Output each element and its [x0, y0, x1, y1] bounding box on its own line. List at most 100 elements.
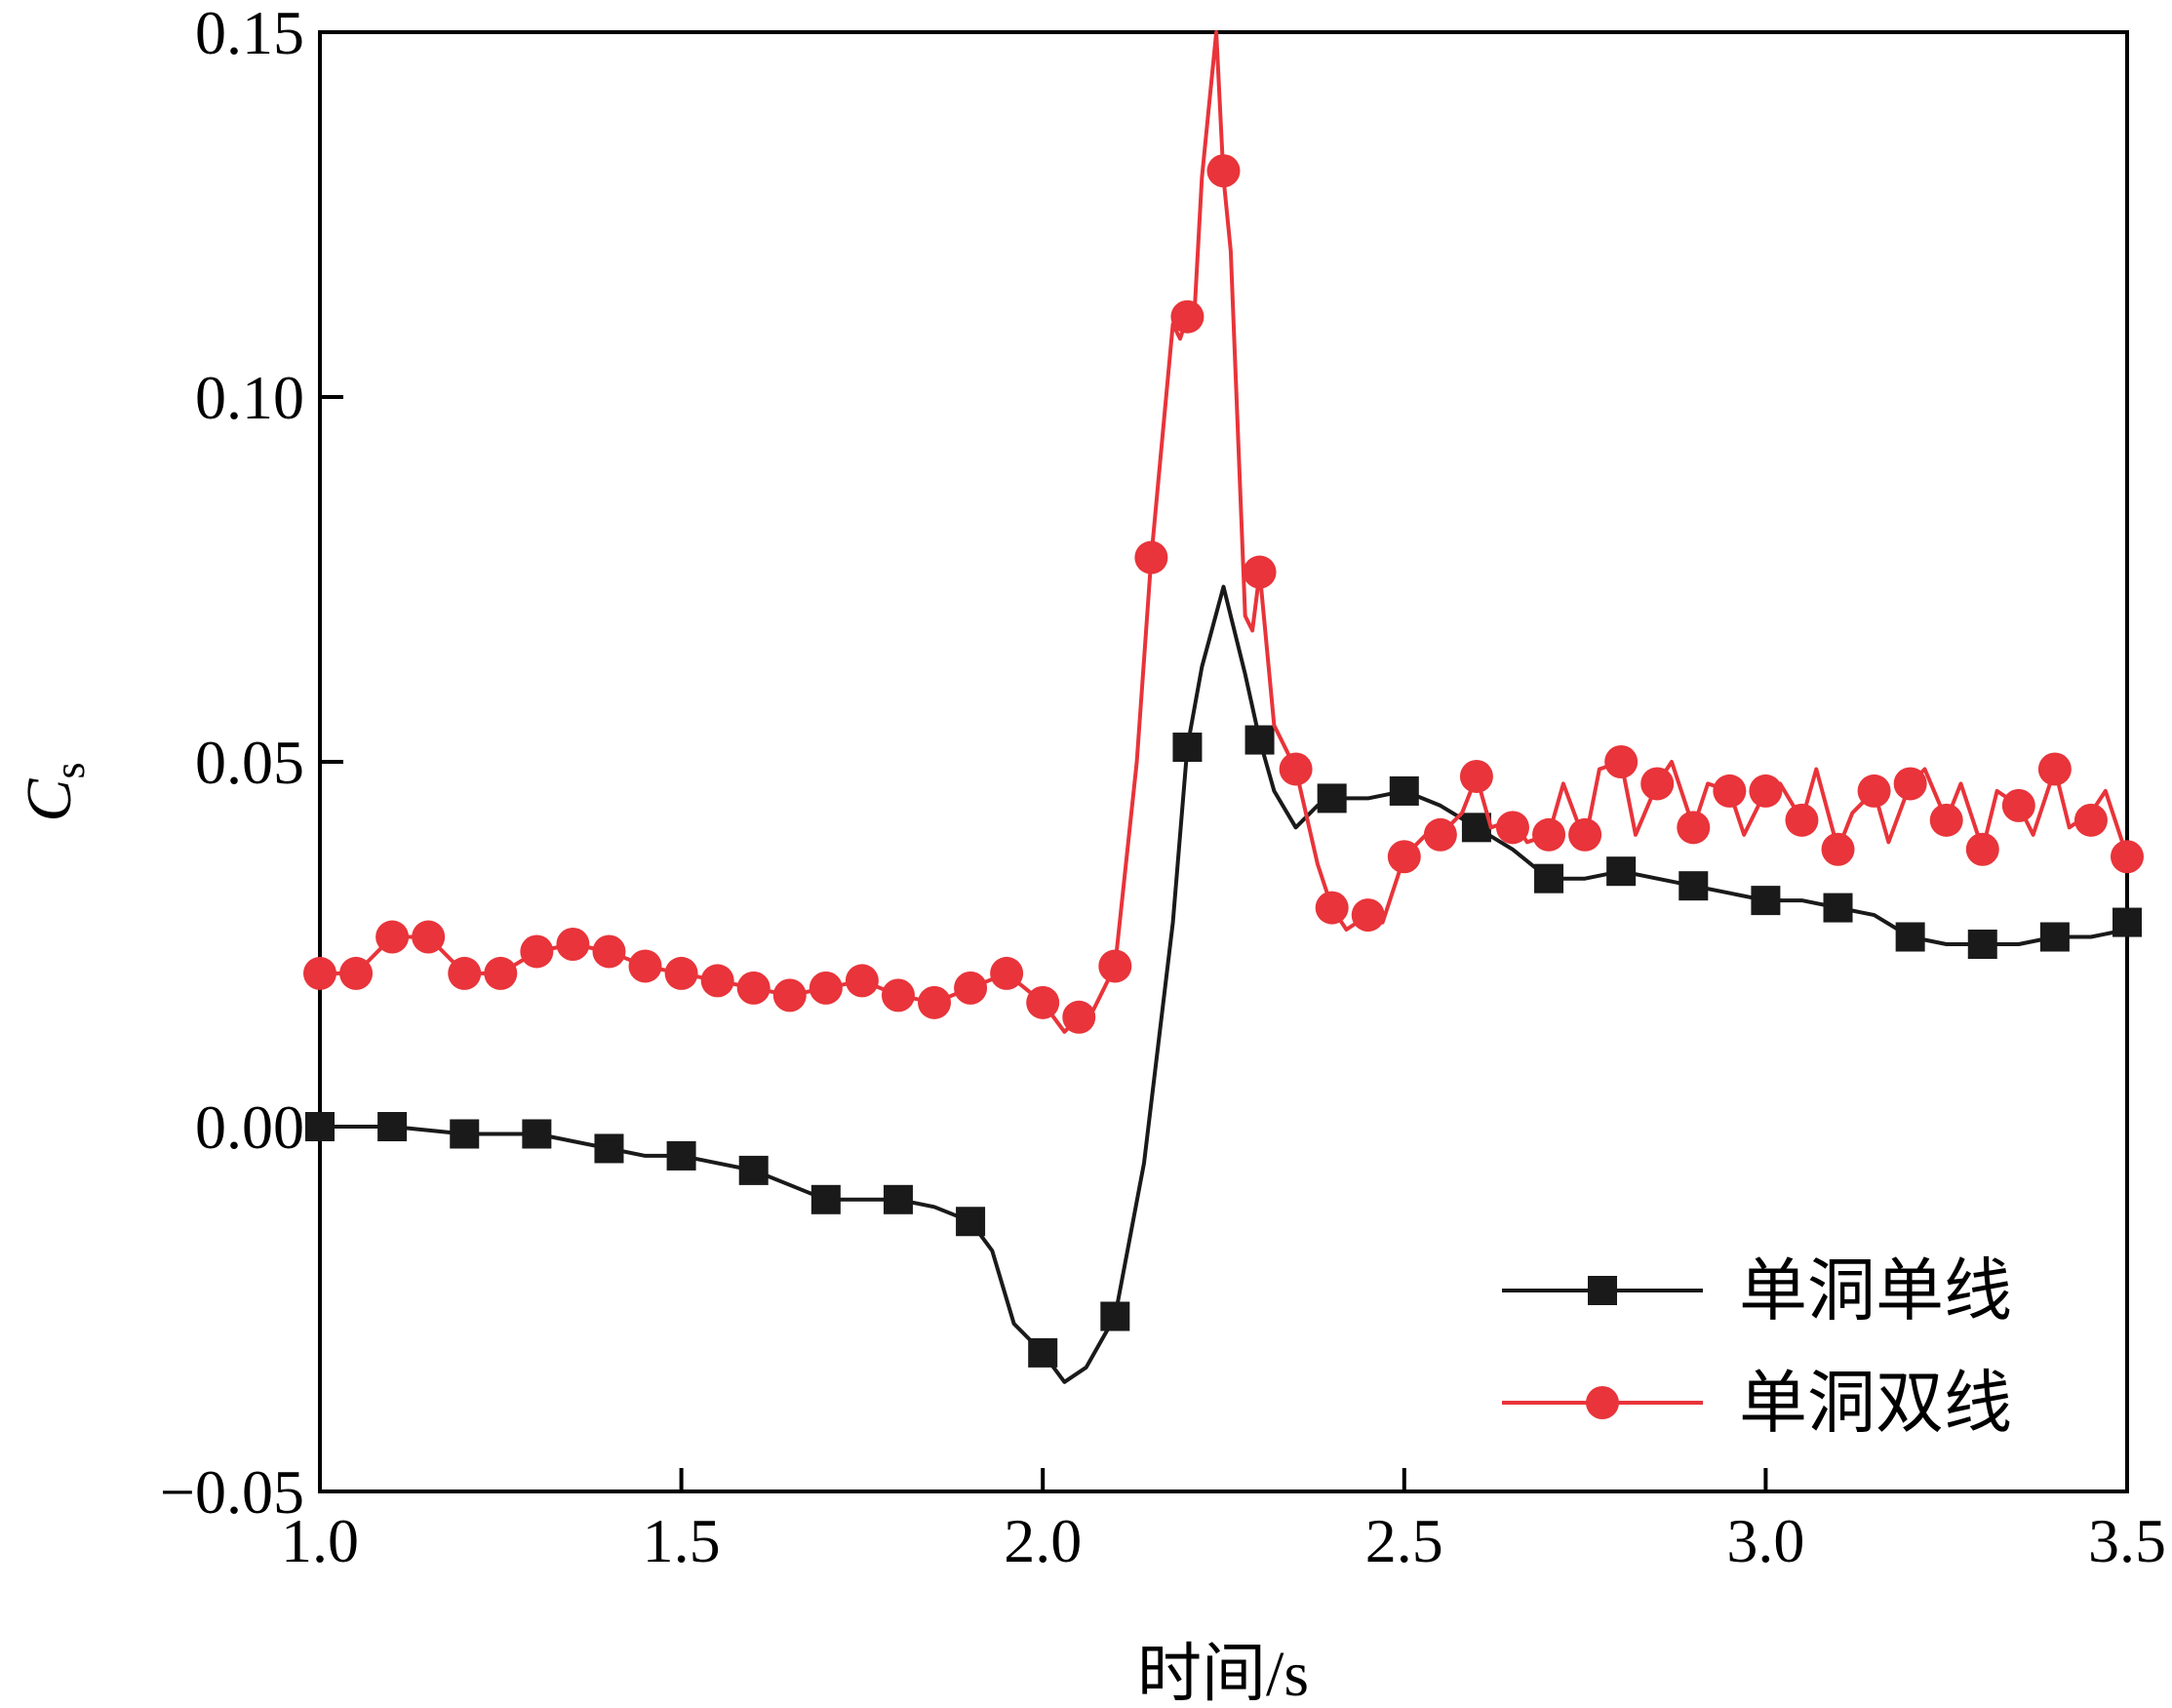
x-axis-title: 时间/s [1137, 1639, 1309, 1708]
data-point [1604, 745, 1639, 778]
data-point [918, 985, 952, 1019]
data-point [339, 956, 374, 990]
data-point [1495, 811, 1529, 845]
data-point [881, 978, 915, 1013]
data-point [1785, 803, 1819, 837]
data-point [1170, 299, 1204, 334]
y-tick-label: −0.05 [160, 1457, 304, 1527]
y-tick-labels: −0.05 0.00 0.05 0.10 0.15 [160, 0, 304, 1527]
data-point [556, 928, 590, 961]
data-point [1279, 752, 1313, 786]
data-point [1749, 774, 1783, 808]
data-point [594, 1133, 624, 1164]
data-point [1640, 767, 1675, 801]
data-point [1028, 1337, 1058, 1368]
data-point [450, 1119, 480, 1149]
data-point [1821, 832, 1855, 866]
data-point [1823, 893, 1853, 923]
data-point [664, 956, 698, 990]
data-point [2111, 840, 2144, 874]
data-point [1929, 803, 1963, 837]
data-point [1532, 817, 1566, 852]
legend-entry: 单洞单线 [1502, 1251, 2012, 1331]
data-point [484, 956, 518, 990]
data-point [1387, 840, 1421, 874]
data-point [1206, 154, 1241, 188]
data-point [1967, 930, 1997, 959]
x-tick-label: 3.0 [1726, 1506, 1804, 1575]
data-point [810, 1184, 841, 1214]
data-point [956, 1207, 986, 1237]
data-point [1243, 555, 1277, 589]
data-point [1893, 767, 1927, 801]
data-point [736, 971, 770, 1005]
x-tick-labels: 1.0 1.5 2.0 2.5 3.0 3.5 [281, 1506, 2166, 1575]
data-point [883, 1184, 913, 1214]
data-point [1351, 898, 1385, 933]
y-tick-label: 0.10 [195, 363, 304, 432]
data-point [1965, 832, 1999, 866]
data-point [1244, 725, 1275, 755]
data-point [700, 964, 734, 998]
x-tick-label: 2.5 [1365, 1506, 1443, 1575]
data-point [1100, 1301, 1130, 1331]
data-point [1678, 871, 1709, 901]
data-point [2039, 922, 2070, 952]
data-point [377, 1112, 408, 1141]
data-point [1459, 759, 1493, 793]
data-point [1895, 922, 1925, 952]
data-point [666, 1140, 696, 1171]
data-point [1751, 886, 1781, 916]
data-point [1317, 783, 1347, 814]
data-point [990, 956, 1024, 990]
data-point [1677, 811, 1711, 845]
x-tick-label: 1.0 [281, 1506, 359, 1575]
data-point [1389, 775, 1419, 806]
series-2 [303, 30, 2144, 1034]
data-point [772, 978, 807, 1013]
data-point [1172, 733, 1203, 763]
data-point [1026, 985, 1060, 1019]
data-point [1134, 540, 1168, 575]
data-point [845, 964, 879, 998]
data-point [412, 920, 446, 954]
data-point [628, 949, 662, 983]
x-tick-label: 2.0 [1004, 1506, 1082, 1575]
data-point [448, 956, 482, 990]
series-line [318, 584, 2129, 1384]
series-1 [305, 584, 2142, 1384]
data-point [954, 971, 988, 1005]
data-point [809, 971, 843, 1005]
data-point [592, 934, 626, 969]
legend-entry: 单洞双线 [1502, 1363, 2012, 1443]
y-tick-label: 0.15 [195, 0, 304, 67]
data-point [1606, 856, 1637, 887]
legend-label: 单洞单线 [1739, 1251, 2012, 1331]
legend-marker [1588, 1276, 1617, 1305]
data-point [375, 920, 410, 954]
data-point [1713, 774, 1747, 808]
data-point [1534, 863, 1564, 894]
svg-text:Cs: Cs [14, 762, 94, 821]
y-axis-title: Cs [14, 762, 94, 821]
data-point [1423, 817, 1457, 852]
x-tick-label: 3.5 [2088, 1506, 2166, 1575]
data-point [303, 956, 336, 990]
y-axis-title-sub: s [46, 762, 94, 778]
data-point [738, 1155, 769, 1185]
data-point [305, 1112, 335, 1141]
data-point [1062, 1000, 1096, 1034]
legend-marker [1586, 1386, 1619, 1419]
data-point [2073, 803, 2108, 837]
series-layer [303, 30, 2144, 1384]
data-point [1857, 774, 1891, 808]
data-point [1315, 891, 1349, 925]
y-axis-title-main: C [14, 778, 85, 822]
data-point [2113, 907, 2142, 937]
data-point [520, 934, 554, 969]
y-tick-label: 0.05 [195, 728, 304, 797]
data-point [1098, 949, 1132, 983]
x-tick-label: 1.5 [643, 1506, 721, 1575]
data-point [2001, 788, 2035, 822]
